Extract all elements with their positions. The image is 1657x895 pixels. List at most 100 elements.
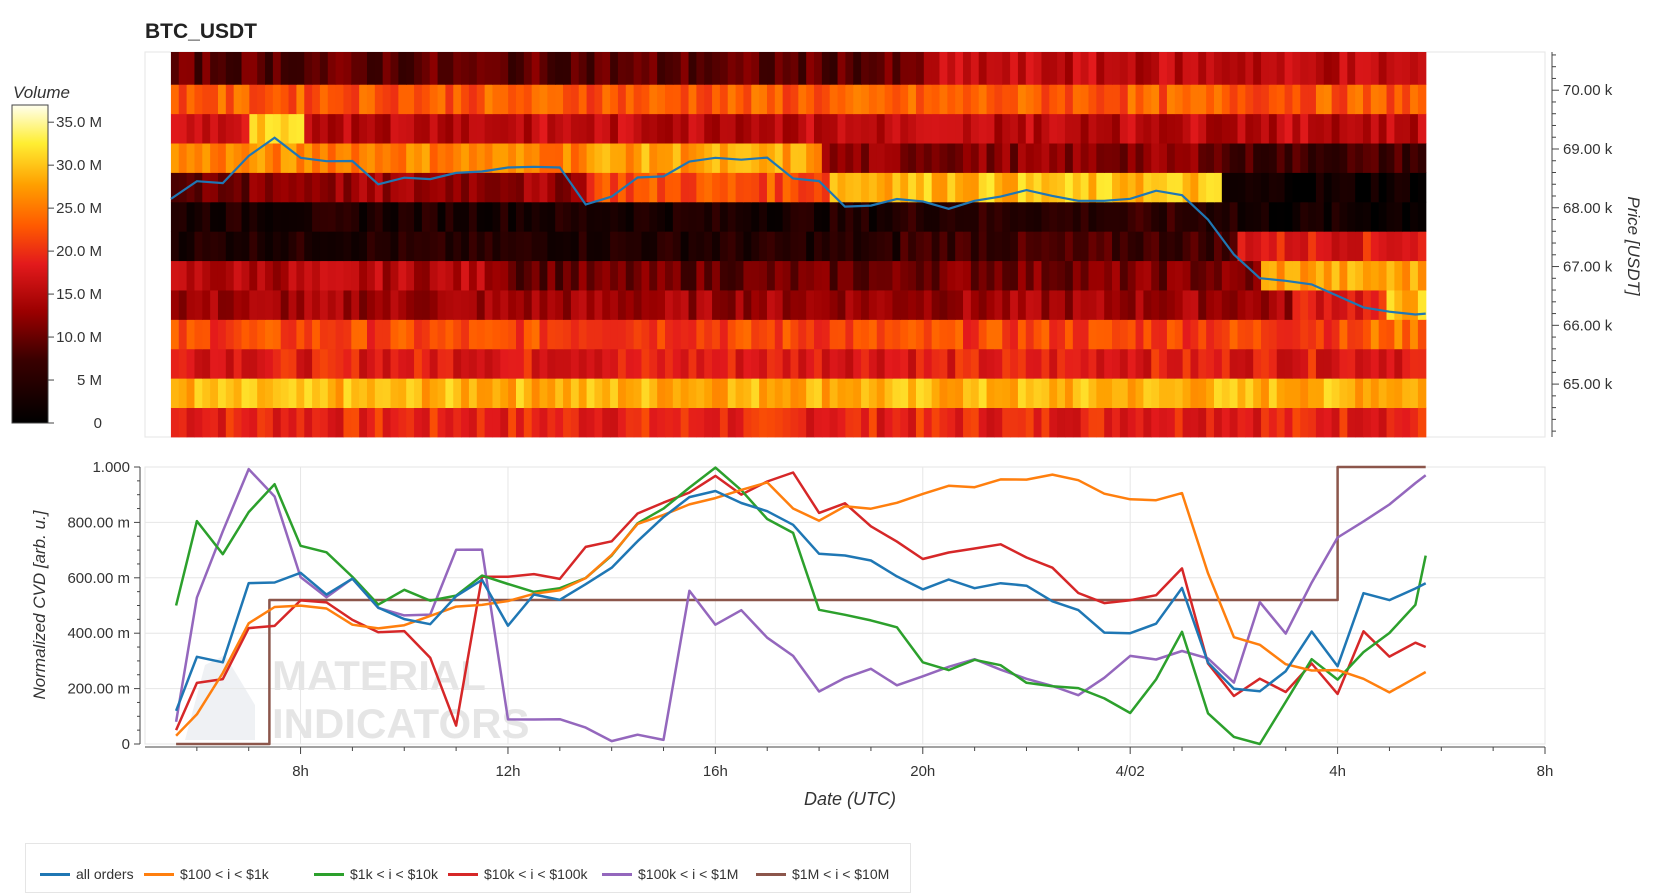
heatmap-cell — [1378, 407, 1388, 438]
heatmap-cell — [774, 260, 784, 291]
heatmap-cell — [437, 348, 447, 379]
cvd-x-ticks: 8h 12h 16h 20h 4/02 4h 8h — [196, 747, 1553, 780]
heatmap-cell — [766, 84, 776, 115]
legend-item[interactable]: $1k < i < $10k — [314, 866, 438, 882]
heatmap-cell — [359, 231, 368, 262]
heatmap-cell — [1010, 52, 1019, 85]
heatmap-cell — [829, 143, 839, 173]
heatmap-cell — [202, 143, 211, 173]
heatmap-cell — [1253, 348, 1262, 379]
heatmap-cell — [1033, 378, 1043, 409]
heatmap-cell — [265, 378, 274, 409]
heatmap-cell — [641, 348, 650, 379]
heatmap-cell — [774, 231, 784, 262]
heatmap-cell — [382, 113, 392, 144]
heatmap-cell — [312, 378, 321, 409]
heatmap-cell — [1284, 231, 1294, 262]
heatmap-cell — [1410, 84, 1419, 115]
heatmap-cell — [1064, 348, 1074, 379]
heatmap-cell — [798, 378, 807, 409]
heatmap-cell — [853, 378, 862, 409]
heatmap-cell — [1284, 260, 1294, 291]
heatmap-cell — [1198, 143, 1207, 173]
heatmap-cell — [806, 348, 815, 379]
heatmap-cell — [1315, 290, 1325, 320]
heatmap-cell — [1166, 201, 1176, 232]
cvd-series-line — [176, 465, 1426, 746]
heatmap-cell — [335, 172, 345, 203]
heatmap-cell — [296, 52, 305, 85]
heatmap-cell — [994, 290, 1003, 320]
heatmap-cell — [280, 348, 290, 379]
cvd-grid — [145, 466, 1546, 745]
heatmap-cell — [437, 260, 447, 291]
heatmap-cell — [1323, 231, 1333, 262]
heatmap-cell — [735, 84, 745, 115]
legend-item[interactable]: all orders — [40, 866, 134, 882]
heatmap-cell — [1119, 84, 1129, 115]
heatmap-cell — [398, 84, 407, 115]
heatmap-cell — [665, 143, 674, 173]
heatmap-cell — [359, 201, 368, 232]
legend-item[interactable]: $100 < i < $1k — [144, 866, 269, 882]
heatmap-cell — [1159, 407, 1168, 438]
legend-item[interactable]: $1M < i < $10M — [756, 866, 889, 882]
heatmap-cell — [1245, 348, 1254, 379]
heatmap-cell — [406, 290, 415, 320]
heatmap-cell — [963, 143, 972, 173]
heatmap-cell — [1096, 231, 1105, 262]
heatmap-cell — [1331, 348, 1341, 379]
heatmap-cell — [1049, 113, 1058, 144]
heatmap-cell — [1080, 231, 1090, 262]
heatmap-cell — [359, 407, 368, 438]
heatmap-cell — [1315, 172, 1325, 203]
heatmap-cell — [570, 407, 580, 438]
heatmap-cell — [680, 84, 690, 115]
heatmap-cell — [814, 52, 823, 85]
heatmap-cell — [312, 319, 321, 350]
heatmap-cell — [1410, 172, 1419, 203]
heatmap-cell — [908, 113, 917, 144]
heatmap-cell — [1417, 172, 1427, 203]
heatmap-cell — [610, 348, 619, 379]
heatmap-cell — [1347, 113, 1356, 144]
heatmap-cell — [1276, 143, 1286, 173]
heatmap-cell — [1104, 290, 1113, 320]
heatmap-cell — [900, 407, 909, 438]
heatmap-cell — [1025, 319, 1035, 350]
heatmap-cell — [806, 84, 815, 115]
heatmap-cell — [1237, 319, 1246, 350]
heatmap-cell — [1049, 52, 1058, 85]
heatmap-cell — [343, 143, 352, 173]
heatmap-cell — [1237, 378, 1246, 409]
heatmap-cell — [280, 319, 290, 350]
heatmap-cell — [249, 231, 258, 262]
heatmap-cell — [1417, 348, 1427, 379]
heatmap-cell — [970, 348, 980, 379]
heatmap-cell — [288, 201, 298, 232]
heatmap-cell — [578, 378, 588, 409]
heatmap-cell — [821, 407, 831, 438]
heatmap-cell — [1025, 52, 1035, 85]
heatmap-cell — [492, 319, 501, 350]
heatmap-cell — [1010, 319, 1019, 350]
heatmap-cell — [1339, 84, 1348, 115]
heatmap-cell — [947, 378, 956, 409]
heatmap-cell — [437, 407, 447, 438]
heatmap-cell — [782, 407, 792, 438]
heatmap-cell — [1017, 407, 1027, 438]
heatmap-cell — [743, 52, 752, 85]
heatmap-cell — [280, 201, 290, 232]
legend-item[interactable]: $100k < i < $1M — [602, 866, 738, 882]
heatmap-cell — [610, 319, 619, 350]
legend-item[interactable]: $10k < i < $100k — [448, 866, 588, 882]
heatmap-cell — [947, 290, 956, 320]
heatmap-cell — [1402, 84, 1411, 115]
heatmap-cell — [1206, 290, 1215, 320]
heatmap-cell — [868, 260, 878, 291]
heatmap-cell — [1041, 407, 1050, 438]
heatmap-cell — [978, 348, 988, 379]
heatmap-cell — [602, 172, 611, 203]
heatmap-cell — [578, 143, 588, 173]
heatmap-cell — [288, 260, 298, 291]
